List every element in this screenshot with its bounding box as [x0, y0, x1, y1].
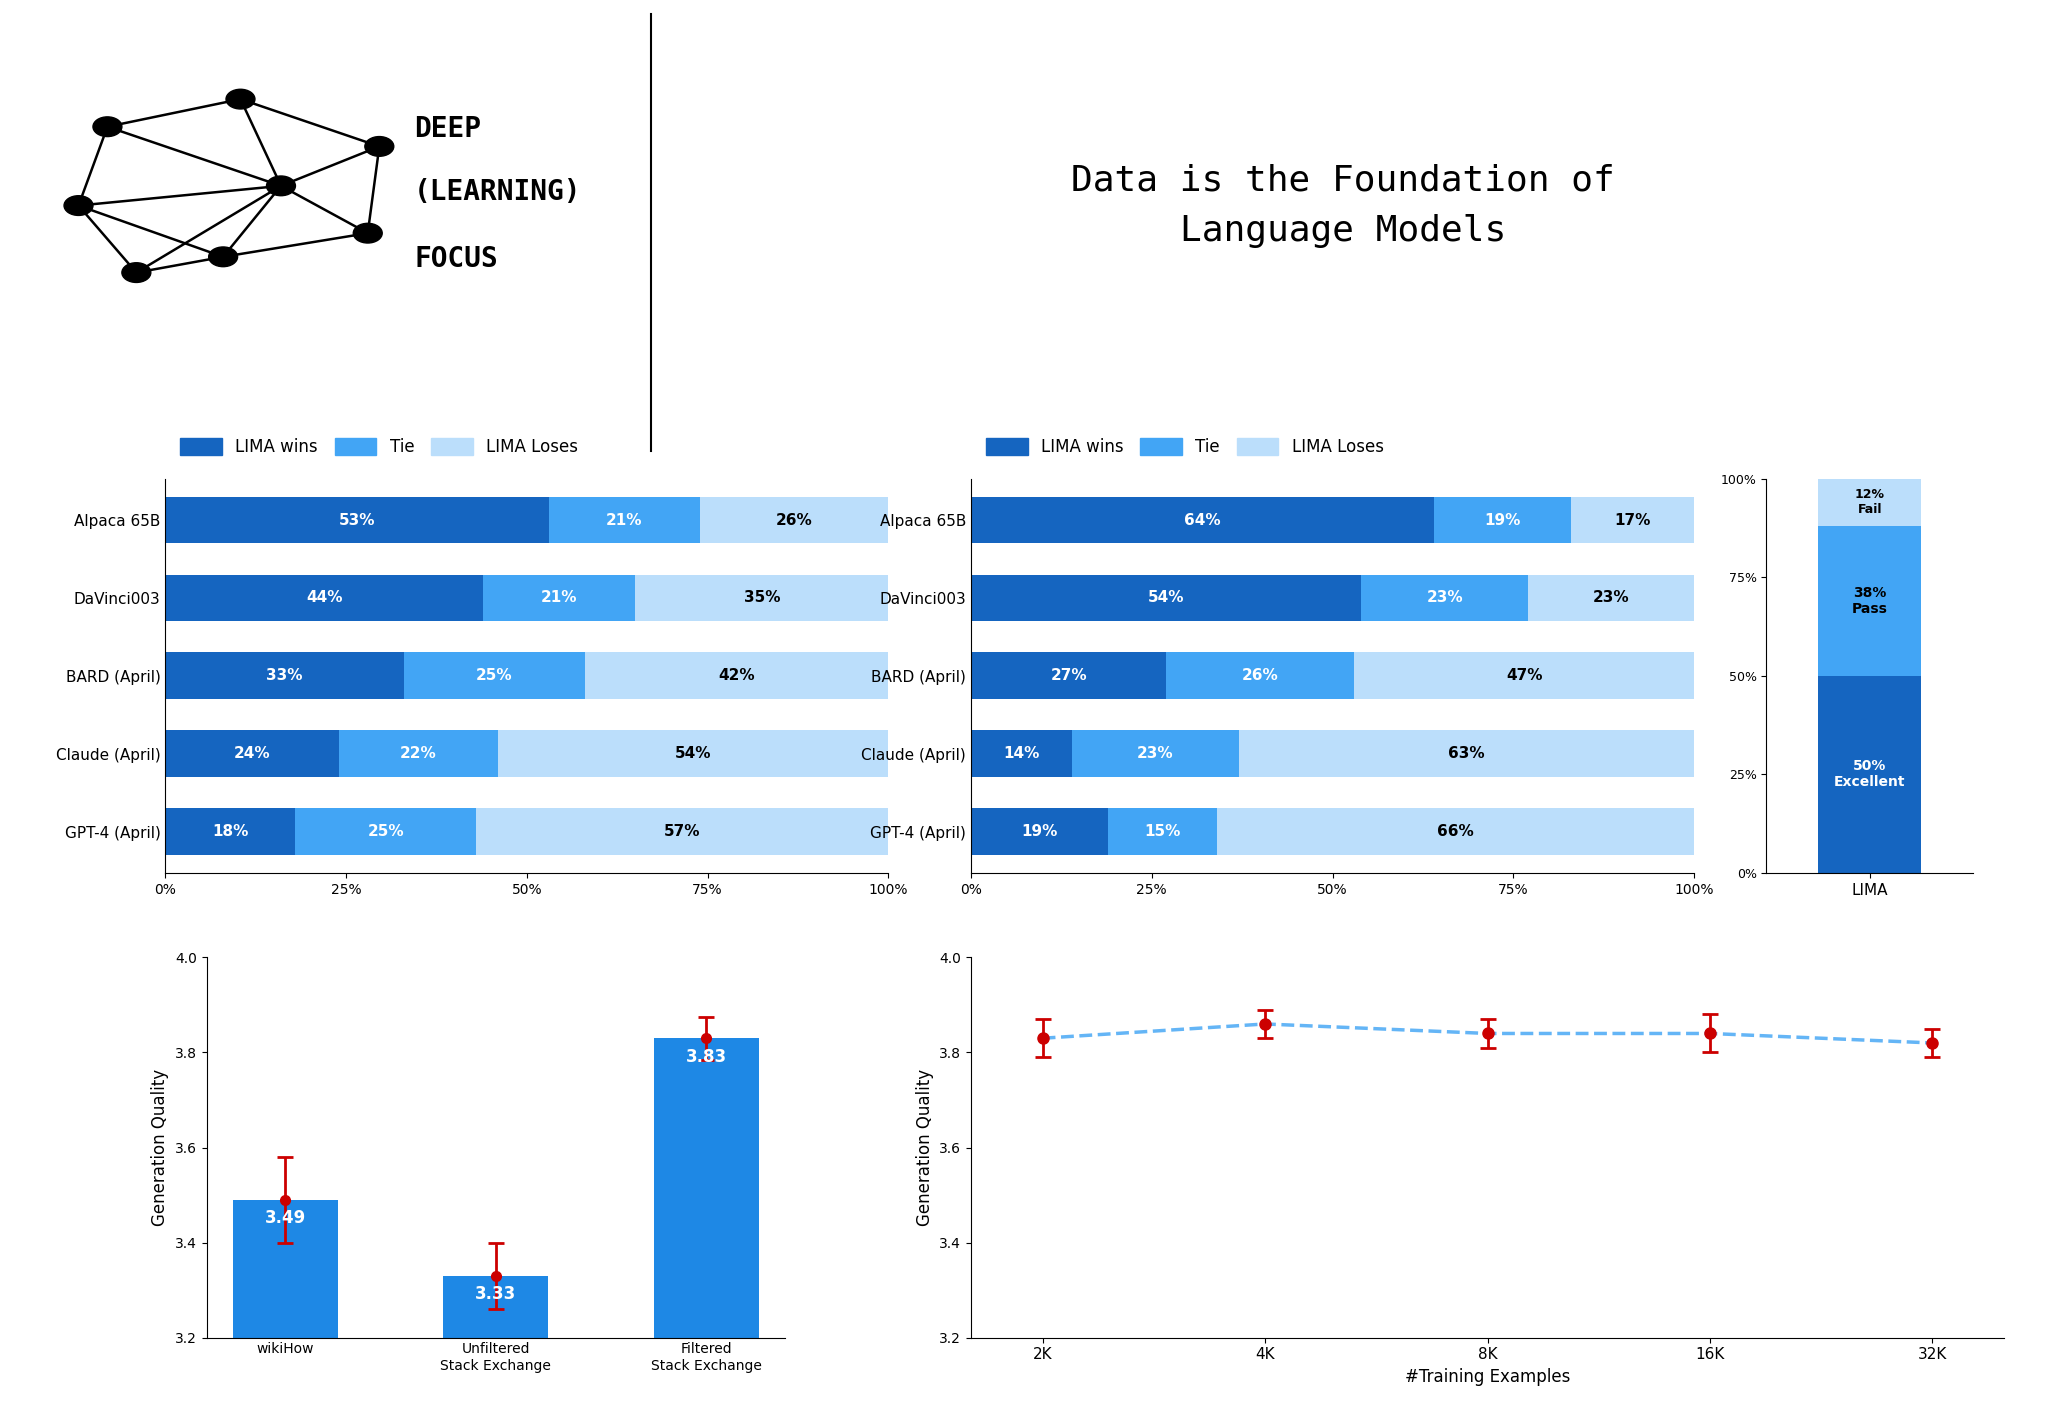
X-axis label: #Training Examples: #Training Examples: [1405, 1369, 1570, 1385]
Bar: [444, 1276, 547, 1408]
Text: 25%: 25%: [475, 669, 512, 683]
Bar: [1818, 676, 1921, 873]
Bar: [1361, 574, 1527, 621]
Text: 23%: 23%: [1136, 746, 1173, 762]
Text: 53%: 53%: [339, 513, 376, 528]
Bar: [483, 574, 636, 621]
Bar: [165, 731, 339, 777]
Text: 50%
Excellent: 50% Excellent: [1835, 759, 1905, 790]
Text: 21%: 21%: [605, 513, 643, 528]
Text: Data is the Foundation of
Language Models: Data is the Foundation of Language Model…: [1070, 163, 1616, 248]
Bar: [971, 808, 1107, 855]
Bar: [1818, 527, 1921, 676]
Legend: LIMA wins, Tie, LIMA Loses: LIMA wins, Tie, LIMA Loses: [979, 431, 1390, 462]
Bar: [1527, 574, 1694, 621]
Text: 26%: 26%: [1242, 669, 1279, 683]
Bar: [653, 1038, 758, 1408]
Text: 38%
Pass: 38% Pass: [1851, 586, 1888, 617]
Circle shape: [267, 176, 295, 196]
Bar: [477, 808, 888, 855]
Text: 54%: 54%: [676, 746, 711, 762]
Text: DEEP: DEEP: [413, 115, 481, 142]
Y-axis label: Generation Quality: Generation Quality: [915, 1069, 934, 1226]
Text: 19%: 19%: [1483, 513, 1521, 528]
Bar: [1240, 731, 1694, 777]
Legend: LIMA wins, Tie, LIMA Loses: LIMA wins, Tie, LIMA Loses: [174, 431, 585, 462]
Circle shape: [353, 224, 382, 244]
Bar: [498, 731, 888, 777]
Circle shape: [209, 246, 238, 266]
Bar: [1570, 497, 1694, 543]
Text: 27%: 27%: [1050, 669, 1087, 683]
Bar: [1818, 479, 1921, 527]
Bar: [165, 497, 550, 543]
Text: 25%: 25%: [368, 824, 405, 839]
Text: 57%: 57%: [663, 824, 700, 839]
Text: 22%: 22%: [401, 746, 436, 762]
Bar: [971, 652, 1165, 700]
Bar: [405, 652, 585, 700]
Bar: [339, 731, 498, 777]
Text: 21%: 21%: [541, 590, 578, 605]
Text: 3.49: 3.49: [264, 1209, 306, 1228]
Text: 3.33: 3.33: [475, 1286, 516, 1304]
Bar: [585, 652, 888, 700]
Bar: [295, 808, 475, 855]
Bar: [165, 652, 405, 700]
Text: 23%: 23%: [1426, 590, 1463, 605]
Text: 12%
Fail: 12% Fail: [1855, 489, 1884, 517]
Text: FOCUS: FOCUS: [413, 245, 498, 273]
Text: 19%: 19%: [1021, 824, 1058, 839]
Bar: [971, 497, 1434, 543]
Bar: [1434, 497, 1570, 543]
Circle shape: [122, 263, 151, 283]
Y-axis label: Generation Quality: Generation Quality: [151, 1069, 169, 1226]
Circle shape: [366, 137, 395, 156]
Bar: [971, 731, 1072, 777]
Bar: [1217, 808, 1694, 855]
Text: 33%: 33%: [267, 669, 304, 683]
Bar: [1355, 652, 1694, 700]
Bar: [1165, 652, 1355, 700]
Text: 54%: 54%: [1149, 590, 1184, 605]
Text: 35%: 35%: [744, 590, 781, 605]
Bar: [233, 1200, 339, 1408]
Bar: [700, 497, 888, 543]
Text: 24%: 24%: [233, 746, 271, 762]
Bar: [1072, 731, 1240, 777]
Text: 44%: 44%: [306, 590, 343, 605]
Text: (LEARNING): (LEARNING): [413, 177, 581, 206]
Bar: [971, 574, 1361, 621]
Text: 42%: 42%: [719, 669, 754, 683]
Bar: [636, 574, 888, 621]
Text: 17%: 17%: [1614, 513, 1651, 528]
Text: 23%: 23%: [1593, 590, 1630, 605]
Circle shape: [64, 196, 93, 215]
Text: 14%: 14%: [1004, 746, 1039, 762]
Bar: [1107, 808, 1217, 855]
Circle shape: [93, 117, 122, 137]
Text: 3.83: 3.83: [686, 1048, 727, 1066]
Text: 64%: 64%: [1184, 513, 1221, 528]
Bar: [165, 574, 483, 621]
Circle shape: [225, 89, 254, 108]
Text: 63%: 63%: [1448, 746, 1485, 762]
Text: 66%: 66%: [1438, 824, 1473, 839]
Bar: [550, 497, 700, 543]
Text: 47%: 47%: [1506, 669, 1543, 683]
Text: 15%: 15%: [1145, 824, 1182, 839]
Text: 18%: 18%: [213, 824, 248, 839]
Bar: [165, 808, 295, 855]
Text: 26%: 26%: [777, 513, 812, 528]
